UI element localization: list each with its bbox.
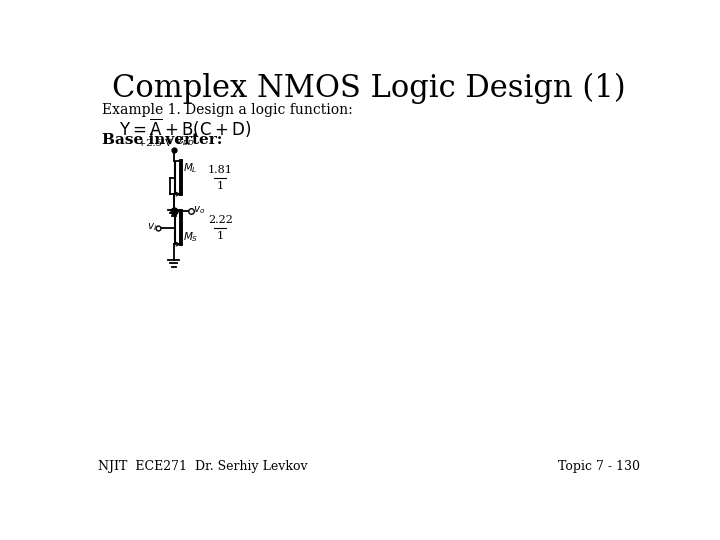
Text: 1: 1 [217,231,224,241]
Text: 1.81: 1.81 [208,165,233,174]
Text: 1: 1 [217,181,224,191]
Text: $M_S$: $M_S$ [183,230,198,244]
Text: Example 1. Design a logic function:: Example 1. Design a logic function: [102,103,352,117]
Text: $V_{DD}$: $V_{DD}$ [175,134,195,148]
Text: NJIT  ECE271  Dr. Serhiy Levkov: NJIT ECE271 Dr. Serhiy Levkov [98,460,307,473]
Text: Topic 7 - 130: Topic 7 - 130 [558,460,640,473]
Text: $\mathrm{Y = \overline{A} + B(C + D)}$: $\mathrm{Y = \overline{A} + B(C + D)}$ [120,117,251,139]
Text: Base inverter:: Base inverter: [102,132,222,146]
Text: $v_i$: $v_i$ [147,221,157,233]
Text: 2.22: 2.22 [208,214,233,225]
Text: $M_L$: $M_L$ [183,161,197,176]
Text: +2.5 V: +2.5 V [138,139,172,148]
Text: Complex NMOS Logic Design (1): Complex NMOS Logic Design (1) [112,72,626,104]
Text: $v_o$: $v_o$ [193,205,205,216]
